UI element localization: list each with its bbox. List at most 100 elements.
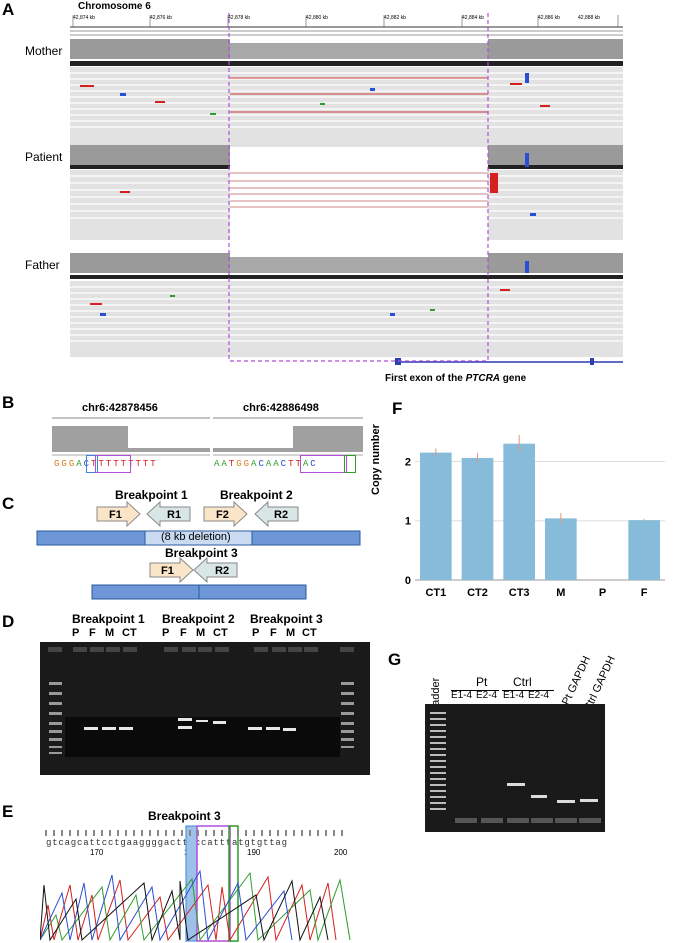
g-ctrlgapdh-wrap: Ctrl GAPDH xyxy=(582,654,618,713)
panel-label-f: F xyxy=(392,399,403,418)
left-blue-box xyxy=(86,455,98,473)
right-green-box xyxy=(344,455,356,473)
chrom-tick-200: 200 xyxy=(334,848,348,857)
lane-ct-3: CT xyxy=(302,627,317,639)
tick-2: 42,878 kb xyxy=(228,15,250,21)
panel-label-c: C xyxy=(2,494,15,513)
f-xtick-label: CT3 xyxy=(509,587,530,599)
caption-gene: PTCRA xyxy=(465,373,501,384)
base: A xyxy=(76,459,84,469)
g-e24-ctrl: E2-4 xyxy=(528,690,550,701)
track-label-father: Father xyxy=(25,258,60,272)
base: G xyxy=(68,459,77,469)
f-bar-ct2 xyxy=(461,457,494,580)
panel-label-g: G xyxy=(388,650,402,669)
breakpoint-left-title: chr6:42878456 xyxy=(82,402,158,414)
base: C xyxy=(258,459,266,469)
panel-label-b: B xyxy=(2,393,15,412)
f-bar-f xyxy=(628,520,660,580)
base: T xyxy=(120,459,129,469)
base: A xyxy=(302,459,311,469)
base: T xyxy=(105,459,114,469)
base: C xyxy=(280,459,289,469)
track-label-patient: Patient xyxy=(25,150,63,164)
chromosome-title: Chromosome 6 xyxy=(78,1,151,12)
lane-m-2: M xyxy=(196,627,206,639)
f-xtick-label: F xyxy=(641,587,648,599)
tick-4: 42,882 kb xyxy=(384,15,406,21)
gel-g xyxy=(425,704,605,832)
base: C xyxy=(310,459,318,469)
panel-label-a: A xyxy=(2,0,15,19)
tick-1: 42,876 kb xyxy=(150,15,172,21)
base: G xyxy=(243,459,252,469)
f-xtick-label: P xyxy=(599,587,606,599)
primer-f2: F2 xyxy=(216,509,229,521)
base: T xyxy=(150,459,158,469)
g-ctrl-label: Ctrl xyxy=(513,675,532,689)
base: T xyxy=(295,459,303,469)
f-xticks: CT1 CT2 CT3 M P F xyxy=(425,587,647,599)
chromatogram-title: Breakpoint 3 xyxy=(148,809,221,823)
chromatogram-sequence: gtcagcattcctgaaggggacttaccatttatgtgttag xyxy=(46,838,288,848)
base: T xyxy=(288,459,296,469)
coverage-left xyxy=(52,417,210,473)
primer-r1: R1 xyxy=(167,509,182,521)
caption-suffix: gene xyxy=(500,373,527,384)
base: G xyxy=(61,459,69,469)
f-bar-m xyxy=(545,518,577,580)
base: T xyxy=(91,459,99,469)
tick-0: 42,874 kb xyxy=(73,15,95,21)
f-xtick-label: CT1 xyxy=(425,587,446,599)
base: T xyxy=(228,459,237,469)
f-ylabel: Copy number xyxy=(370,424,382,495)
copy-number-chart: 0 1 2 CT1 CT2 CT3 M P F xyxy=(405,434,665,599)
bp1-label: Breakpoint 1 xyxy=(115,488,188,502)
g-e24-pt: E2-4 xyxy=(476,690,498,701)
primer-diagram xyxy=(36,500,361,600)
g-ctrl-underline xyxy=(502,690,554,691)
chromatogram xyxy=(40,825,351,942)
igv-tracks-svg xyxy=(70,5,623,366)
bp3-label: Breakpoint 3 xyxy=(165,546,238,560)
tick-3: 42,880 kb xyxy=(306,15,328,21)
gel-group-1: Breakpoint 1 xyxy=(72,612,145,626)
lane-ct-2: CT xyxy=(213,627,228,639)
f-ylabel-wrap: Copy number xyxy=(370,424,384,555)
base: T xyxy=(98,459,106,469)
lane-p-3: P xyxy=(252,627,260,639)
gel-group-3: Breakpoint 3 xyxy=(250,612,323,626)
g-pt-underline xyxy=(451,690,499,691)
gel-d xyxy=(40,642,370,775)
right-purple-box xyxy=(300,455,347,473)
panel-label-e: E xyxy=(2,802,14,821)
tick-6: 42,886 kb xyxy=(538,15,560,21)
base: G xyxy=(236,459,244,469)
f-xtick-label: M xyxy=(556,587,565,599)
g-e14-pt: E1-4 xyxy=(451,690,473,701)
base: T xyxy=(135,459,143,469)
igv-view xyxy=(70,5,623,366)
left-purple-box xyxy=(95,455,131,473)
g-ptgapdh-wrap: Pt GAPDH xyxy=(560,652,593,707)
base: A xyxy=(265,459,274,469)
g-e14-ctrl: E1-4 xyxy=(503,690,525,701)
base: A xyxy=(214,459,222,469)
base: T xyxy=(113,459,121,469)
g-pt-label: Pt xyxy=(476,675,488,689)
base: A xyxy=(251,459,259,469)
right-sequence: AATGGACAACTTAC xyxy=(214,459,318,469)
base: A xyxy=(221,459,229,469)
primer-f1: F1 xyxy=(109,509,122,521)
caption-prefix: First exon of the xyxy=(385,373,466,384)
lane-f-3: F xyxy=(270,627,277,639)
lane-m-1: M xyxy=(105,627,115,639)
f-ytick-label: 1 xyxy=(405,516,411,528)
patient-track xyxy=(70,145,623,240)
base: G xyxy=(54,459,62,469)
f-errors xyxy=(435,434,645,524)
track-label-mother: Mother xyxy=(25,44,63,58)
gel-group-2: Breakpoint 2 xyxy=(162,612,235,626)
lane-ct-1: CT xyxy=(122,627,137,639)
f-bars xyxy=(420,443,660,580)
